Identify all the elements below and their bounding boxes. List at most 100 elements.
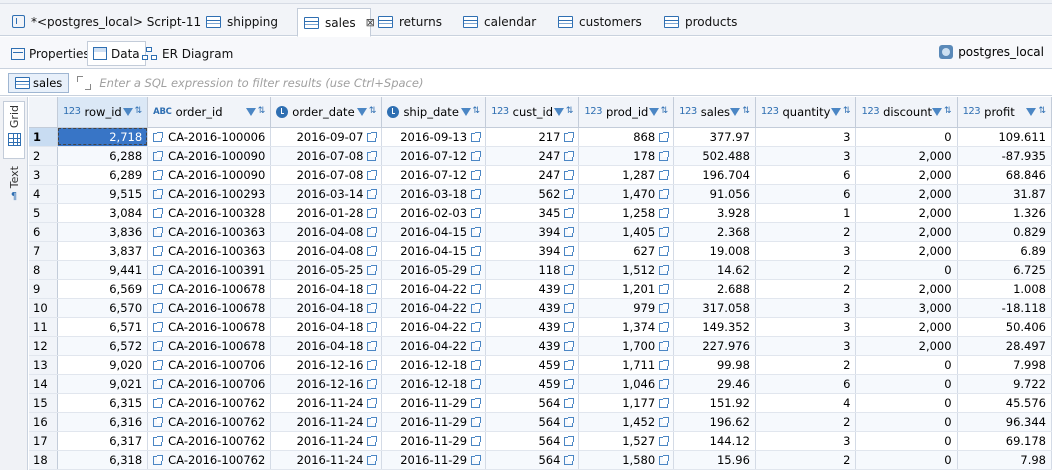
open-reference-icon[interactable] xyxy=(153,435,164,446)
cell-cust-id[interactable]: 217 xyxy=(485,127,580,147)
cell-cust-id[interactable]: 439 xyxy=(485,279,580,299)
connection-indicator[interactable]: postgres_local xyxy=(939,45,1044,59)
open-reference-icon[interactable] xyxy=(659,359,670,370)
expand-icon[interactable] xyxy=(77,75,92,90)
cell-quantity[interactable]: 2 xyxy=(755,355,857,375)
cell-sales[interactable]: 502.488 xyxy=(673,146,756,166)
open-reference-icon[interactable] xyxy=(564,321,575,332)
cell-row-id[interactable]: 9,515 xyxy=(57,184,149,204)
cell-order-date[interactable]: 2016-07-08 xyxy=(270,165,383,185)
tab-products[interactable]: products xyxy=(658,8,743,35)
open-reference-icon[interactable] xyxy=(564,416,575,427)
cell-row-id[interactable]: 3,837 xyxy=(57,241,149,261)
cell-profit[interactable]: -18.118 xyxy=(957,298,1052,318)
cell-profit[interactable]: 50.406 xyxy=(957,317,1052,337)
cell-ship-date[interactable]: 2016-04-22 xyxy=(381,279,487,299)
open-reference-icon[interactable] xyxy=(367,264,378,275)
cell-cust-id[interactable]: 564 xyxy=(485,412,580,432)
open-reference-icon[interactable] xyxy=(471,321,482,332)
filter-sort-icon[interactable]: ⇅ xyxy=(1026,107,1046,117)
cell-row-id[interactable]: 6,316 xyxy=(57,412,149,432)
cell-order-id[interactable]: CA-2016-100762 xyxy=(147,412,272,432)
cell-profit[interactable]: 69.178 xyxy=(957,431,1052,451)
open-reference-icon[interactable] xyxy=(471,359,482,370)
cell-ship-date[interactable]: 2016-11-29 xyxy=(381,450,487,470)
cell-profit[interactable]: 6.89 xyxy=(957,241,1052,261)
cell-quantity[interactable]: 3 xyxy=(755,146,857,166)
cell-ship-date[interactable]: 2016-12-18 xyxy=(381,355,487,375)
open-reference-icon[interactable] xyxy=(659,378,670,389)
tab-grid[interactable]: Grid xyxy=(3,101,25,159)
cell-quantity[interactable]: 3 xyxy=(755,298,857,318)
cell-order-date[interactable]: 2016-03-14 xyxy=(270,184,383,204)
row-number[interactable]: 17 xyxy=(29,431,58,451)
open-reference-icon[interactable] xyxy=(367,454,378,465)
open-reference-icon[interactable] xyxy=(471,131,482,142)
cell-row-id[interactable]: 3,084 xyxy=(57,203,149,223)
cell-discount[interactable]: 0 xyxy=(855,412,958,432)
open-reference-icon[interactable] xyxy=(367,150,378,161)
cell-order-date[interactable]: 2016-01-28 xyxy=(270,203,383,223)
cell-discount[interactable]: 2,000 xyxy=(855,317,958,337)
cell-order-id[interactable]: CA-2016-100678 xyxy=(147,279,272,299)
open-reference-icon[interactable] xyxy=(659,435,670,446)
cell-ship-date[interactable]: 2016-04-22 xyxy=(381,336,487,356)
cell-quantity[interactable]: 4 xyxy=(755,393,857,413)
cell-quantity[interactable]: 3 xyxy=(755,127,857,147)
cell-order-id[interactable]: CA-2016-100006 xyxy=(147,127,272,147)
cell-order-date[interactable]: 2016-07-08 xyxy=(270,146,383,166)
tab-shipping[interactable]: shipping xyxy=(200,8,284,35)
row-number[interactable]: 9 xyxy=(29,279,58,299)
row-number[interactable]: 12 xyxy=(29,336,58,356)
cell-ship-date[interactable]: 2016-09-13 xyxy=(381,127,487,147)
cell-sales[interactable]: 91.056 xyxy=(673,184,756,204)
cell-prod-id[interactable]: 1,287 xyxy=(578,165,675,185)
cell-order-id[interactable]: CA-2016-100706 xyxy=(147,355,272,375)
cell-profit[interactable]: 0.829 xyxy=(957,222,1052,242)
open-reference-icon[interactable] xyxy=(471,378,482,389)
row-number[interactable]: 6 xyxy=(29,222,58,242)
open-reference-icon[interactable] xyxy=(367,226,378,237)
cell-profit[interactable]: 31.87 xyxy=(957,184,1052,204)
cell-sales[interactable]: 99.98 xyxy=(673,355,756,375)
cell-row-id[interactable]: 6,289 xyxy=(57,165,149,185)
open-reference-icon[interactable] xyxy=(153,226,164,237)
row-number[interactable]: 8 xyxy=(29,260,58,280)
cell-sales[interactable]: 2.688 xyxy=(673,279,756,299)
open-reference-icon[interactable] xyxy=(367,416,378,427)
open-reference-icon[interactable] xyxy=(471,245,482,256)
open-reference-icon[interactable] xyxy=(367,435,378,446)
open-reference-icon[interactable] xyxy=(367,283,378,294)
cell-order-date[interactable]: 2016-04-08 xyxy=(270,241,383,261)
open-reference-icon[interactable] xyxy=(367,245,378,256)
row-number[interactable]: 5 xyxy=(29,203,58,223)
open-reference-icon[interactable] xyxy=(153,169,164,180)
row-number[interactable]: 4 xyxy=(29,184,58,204)
cell-prod-id[interactable]: 1,470 xyxy=(578,184,675,204)
cell-discount[interactable]: 2,000 xyxy=(855,241,958,261)
open-reference-icon[interactable] xyxy=(659,321,670,332)
table-row[interactable]: 1 2,718 CA-2016-100006 2016-09-07 2016-09-13… xyxy=(29,127,1052,147)
cell-cust-id[interactable]: 345 xyxy=(485,203,580,223)
cell-prod-id[interactable]: 1,374 xyxy=(578,317,675,337)
cell-order-date[interactable]: 2016-04-18 xyxy=(270,317,383,337)
cell-prod-id[interactable]: 1,046 xyxy=(578,374,675,394)
tab-returns[interactable]: returns xyxy=(372,8,448,35)
cell-cust-id[interactable]: 439 xyxy=(485,317,580,337)
cell-profit[interactable]: 1.326 xyxy=(957,203,1052,223)
open-reference-icon[interactable] xyxy=(471,435,482,446)
cell-quantity[interactable]: 2 xyxy=(755,279,857,299)
open-reference-icon[interactable] xyxy=(471,188,482,199)
cell-order-date[interactable]: 2016-04-18 xyxy=(270,279,383,299)
cell-quantity[interactable]: 3 xyxy=(755,336,857,356)
cell-ship-date[interactable]: 2016-02-03 xyxy=(381,203,487,223)
open-reference-icon[interactable] xyxy=(564,188,575,199)
cell-quantity[interactable]: 1 xyxy=(755,203,857,223)
row-number[interactable]: 2 xyxy=(29,146,58,166)
open-reference-icon[interactable] xyxy=(367,321,378,332)
open-reference-icon[interactable] xyxy=(564,150,575,161)
open-reference-icon[interactable] xyxy=(367,359,378,370)
cell-ship-date[interactable]: 2016-11-29 xyxy=(381,393,487,413)
open-reference-icon[interactable] xyxy=(153,302,164,313)
cell-discount[interactable]: 2,000 xyxy=(855,279,958,299)
